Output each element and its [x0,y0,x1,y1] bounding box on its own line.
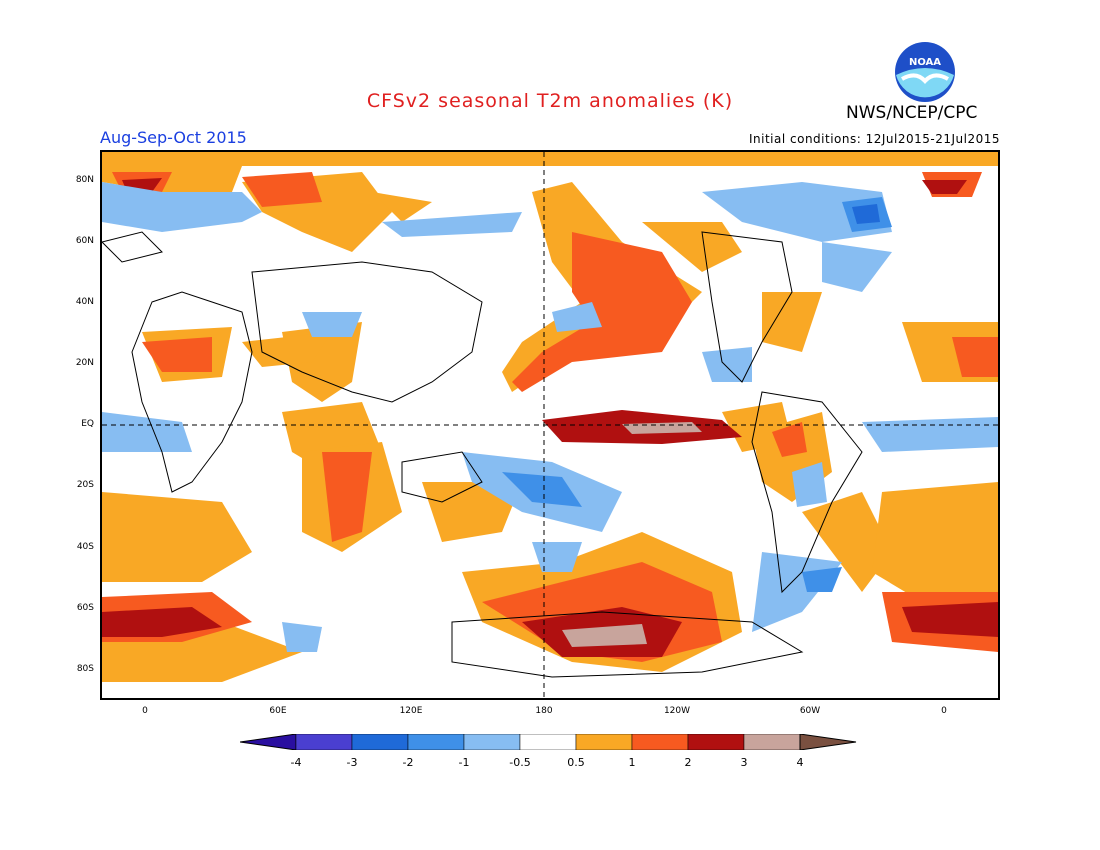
coastlines [102,231,863,678]
cool-dark-regions [852,204,880,224]
colorbar: -4 -3 -2 -1 -0.5 0.5 1 2 3 4 [239,733,860,769]
lat-tick-label: EQ [81,419,94,429]
colorbar-swatch [687,733,745,751]
colorbar-swatch [631,733,689,751]
colorbar-swatch [351,733,409,751]
colorbar-swatch [295,733,353,751]
lon-tick-label: 60E [269,706,287,716]
lat-tick-label: 40N [75,297,94,307]
chart-title: CFSv2 seasonal T2m anomalies (K) [366,90,734,112]
logo-text: NOAA [909,57,941,68]
lat-tick-label: 60N [75,236,94,246]
colorbar-label: -1 [458,756,470,769]
colorbar-min-arrow [239,733,297,751]
colorbar-swatch [575,733,633,751]
lon-tick-label: 180 [535,706,553,716]
colorbar-label: 3 [740,756,748,769]
colorbar-swatch [743,733,801,751]
lon-tick-label: 60W [799,706,821,716]
colorbar-label: -0.5 [509,756,531,769]
anomaly-map [100,150,1000,700]
agency-label: NWS/NCEP/CPC [846,103,978,123]
colorbar-swatch [463,733,521,751]
colorbar-label: 0.5 [567,756,585,769]
colorbar-max-arrow [799,733,857,751]
lon-tick-label: 120E [399,706,423,716]
colorbar-label: 1 [628,756,636,769]
noaa-logo: NOAA [894,41,956,103]
colorbar-label: -2 [402,756,414,769]
lat-tick-label: 20S [76,480,94,490]
lat-tick-label: 80N [75,175,94,185]
lat-tick-label: 40S [76,542,94,552]
colorbar-swatches [239,733,857,751]
anomaly-map-canvas [102,152,998,698]
initial-conditions-label: Initial conditions: 12Jul2015-21Jul2015 [748,132,1000,146]
colorbar-swatch [407,733,465,751]
lat-tick-label: 60S [76,603,94,613]
lon-tick-label: 120W [663,706,691,716]
season-label: Aug-Sep-Oct 2015 [100,128,247,147]
lat-tick-label: 80S [76,664,94,674]
colorbar-label: 4 [796,756,804,769]
colorbar-label: 2 [684,756,692,769]
lon-tick-label: 0 [941,706,947,716]
colorbar-label: -4 [290,756,302,769]
colorbar-swatch [519,733,577,751]
lon-tick-label: 0 [142,706,148,716]
colorbar-label: -3 [346,756,358,769]
lat-tick-label: 20N [75,358,94,368]
